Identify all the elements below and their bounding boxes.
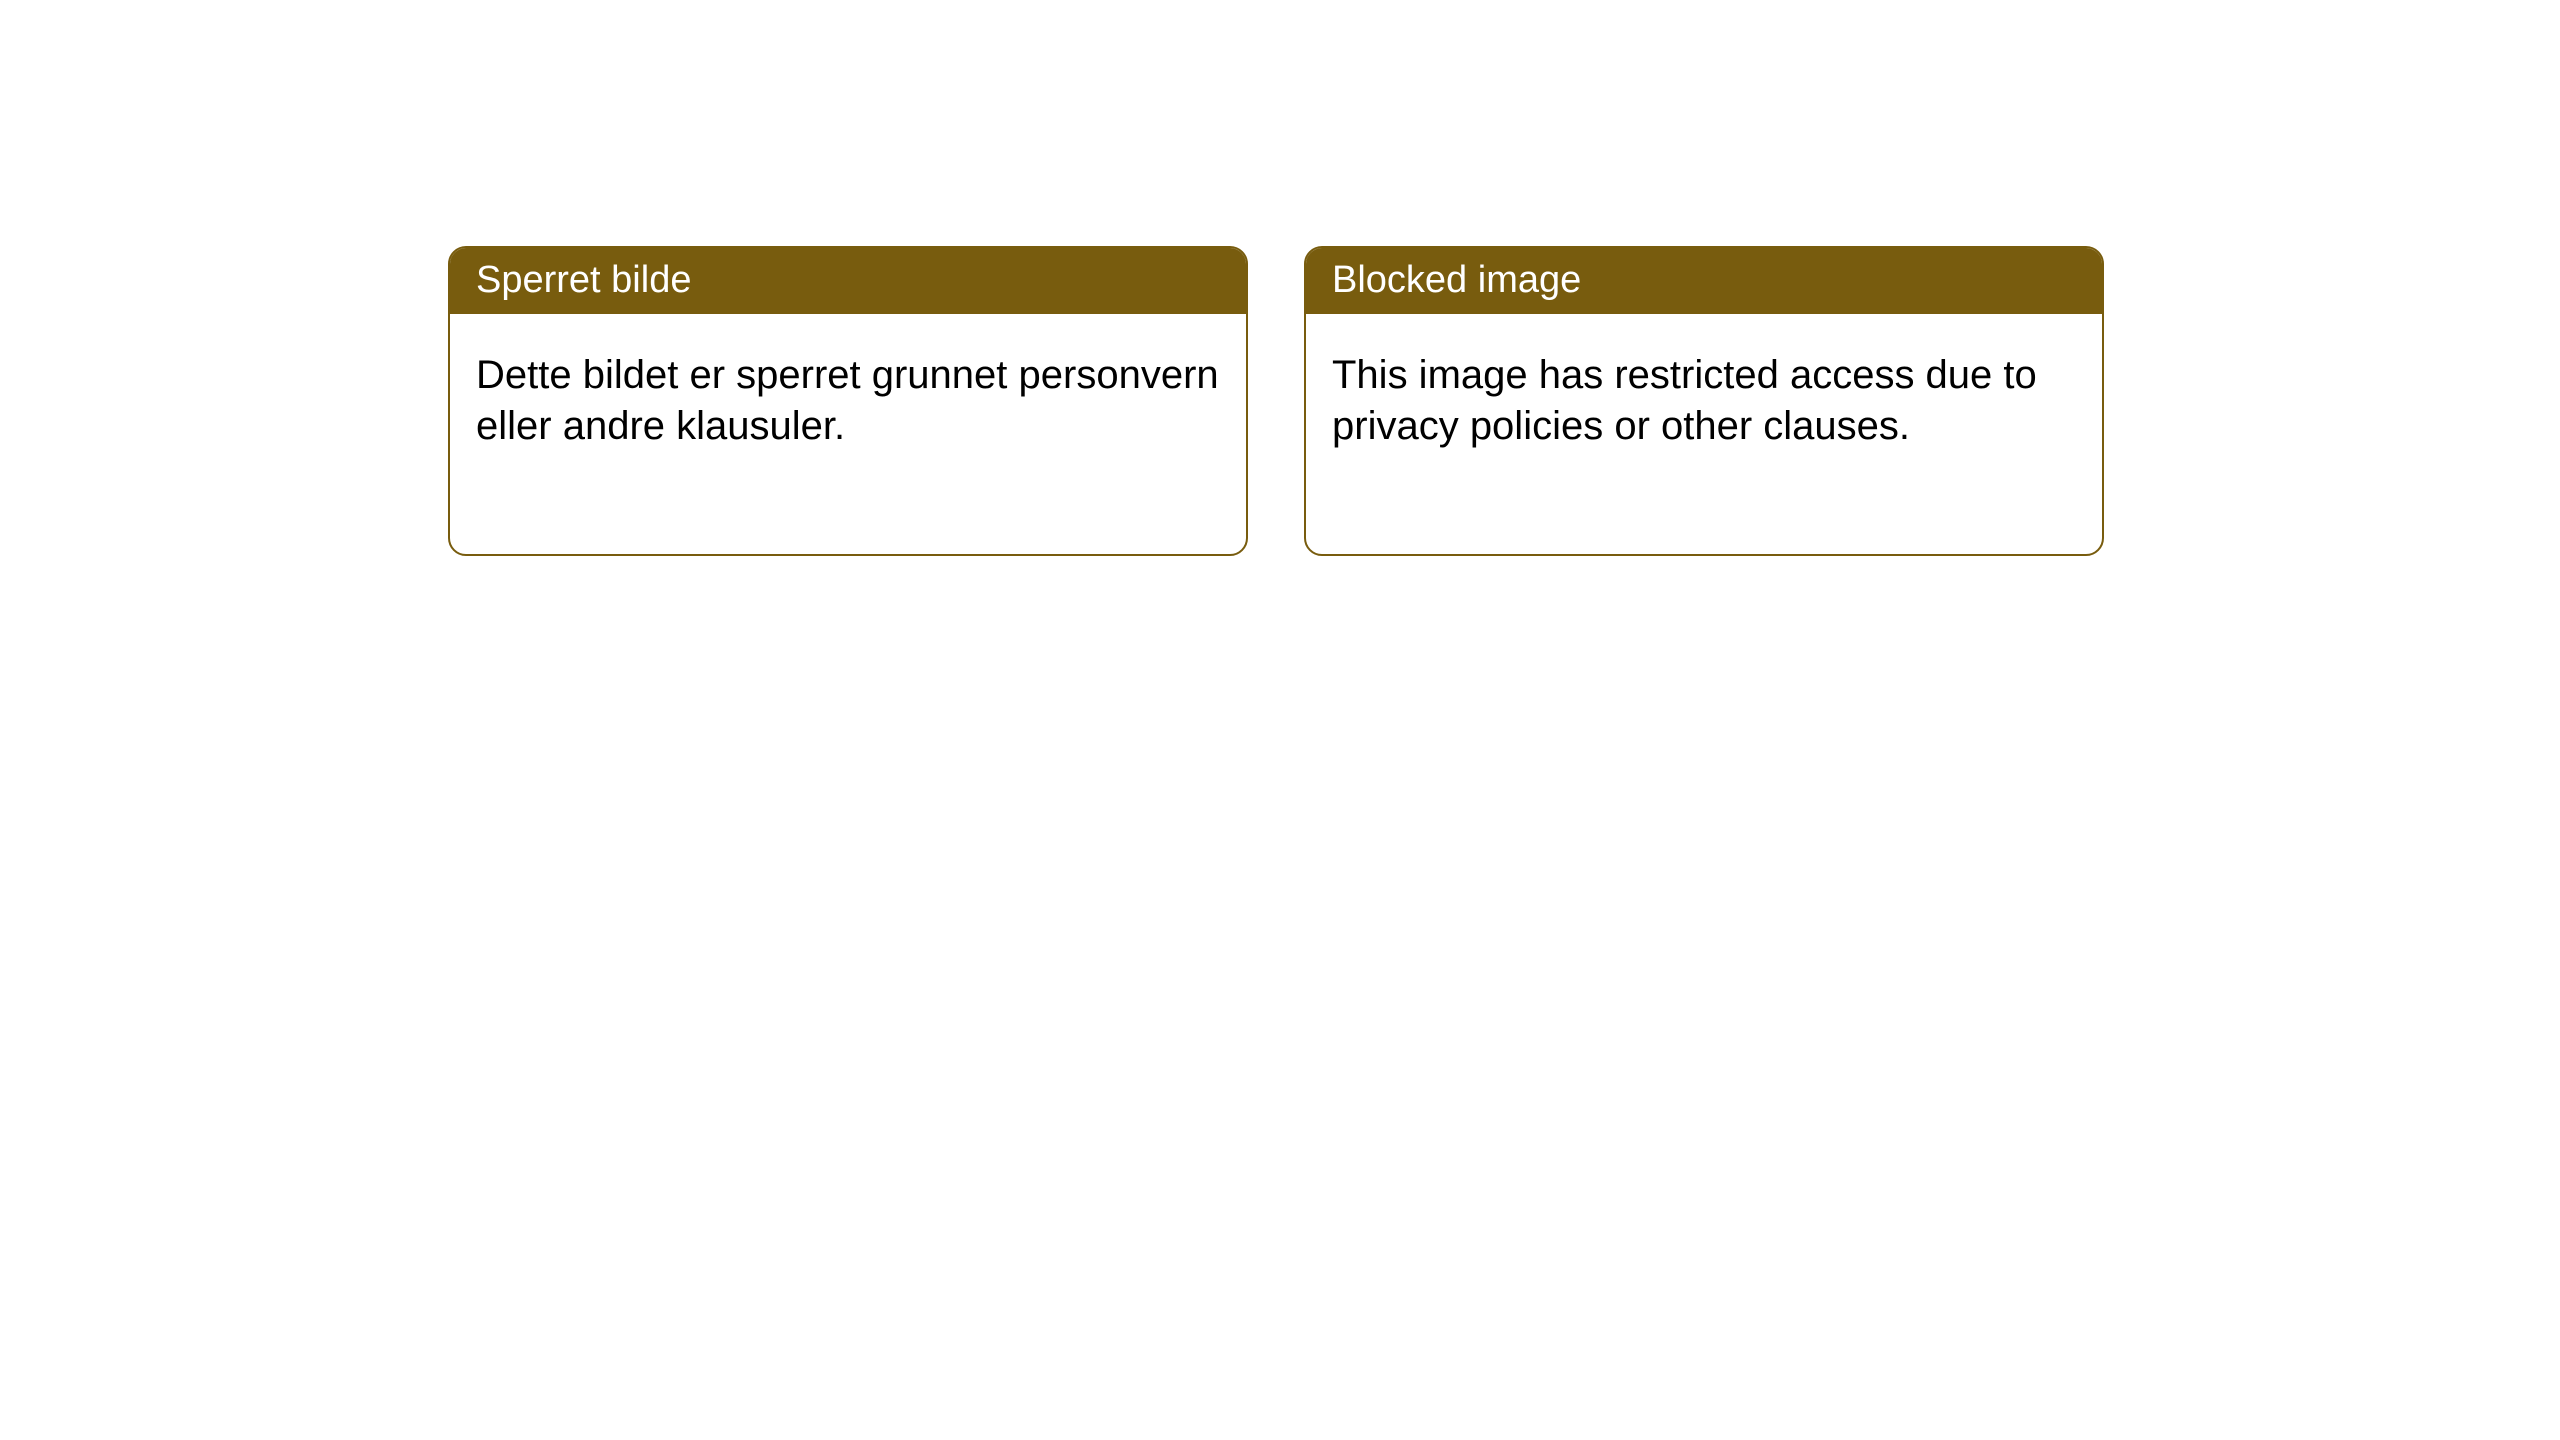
card-body: Dette bildet er sperret grunnet personve… bbox=[450, 314, 1246, 554]
card-body: This image has restricted access due to … bbox=[1306, 314, 2102, 554]
card-title: Blocked image bbox=[1332, 259, 1581, 301]
notice-card-english: Blocked image This image has restricted … bbox=[1304, 246, 2104, 556]
card-header: Blocked image bbox=[1306, 248, 2102, 314]
card-header: Sperret bilde bbox=[450, 248, 1246, 314]
card-body-text: This image has restricted access due to … bbox=[1332, 353, 2037, 448]
card-title: Sperret bilde bbox=[476, 259, 691, 301]
notice-cards-row: Sperret bilde Dette bildet er sperret gr… bbox=[448, 246, 2104, 556]
card-body-text: Dette bildet er sperret grunnet personve… bbox=[476, 353, 1219, 448]
notice-card-norwegian: Sperret bilde Dette bildet er sperret gr… bbox=[448, 246, 1248, 556]
